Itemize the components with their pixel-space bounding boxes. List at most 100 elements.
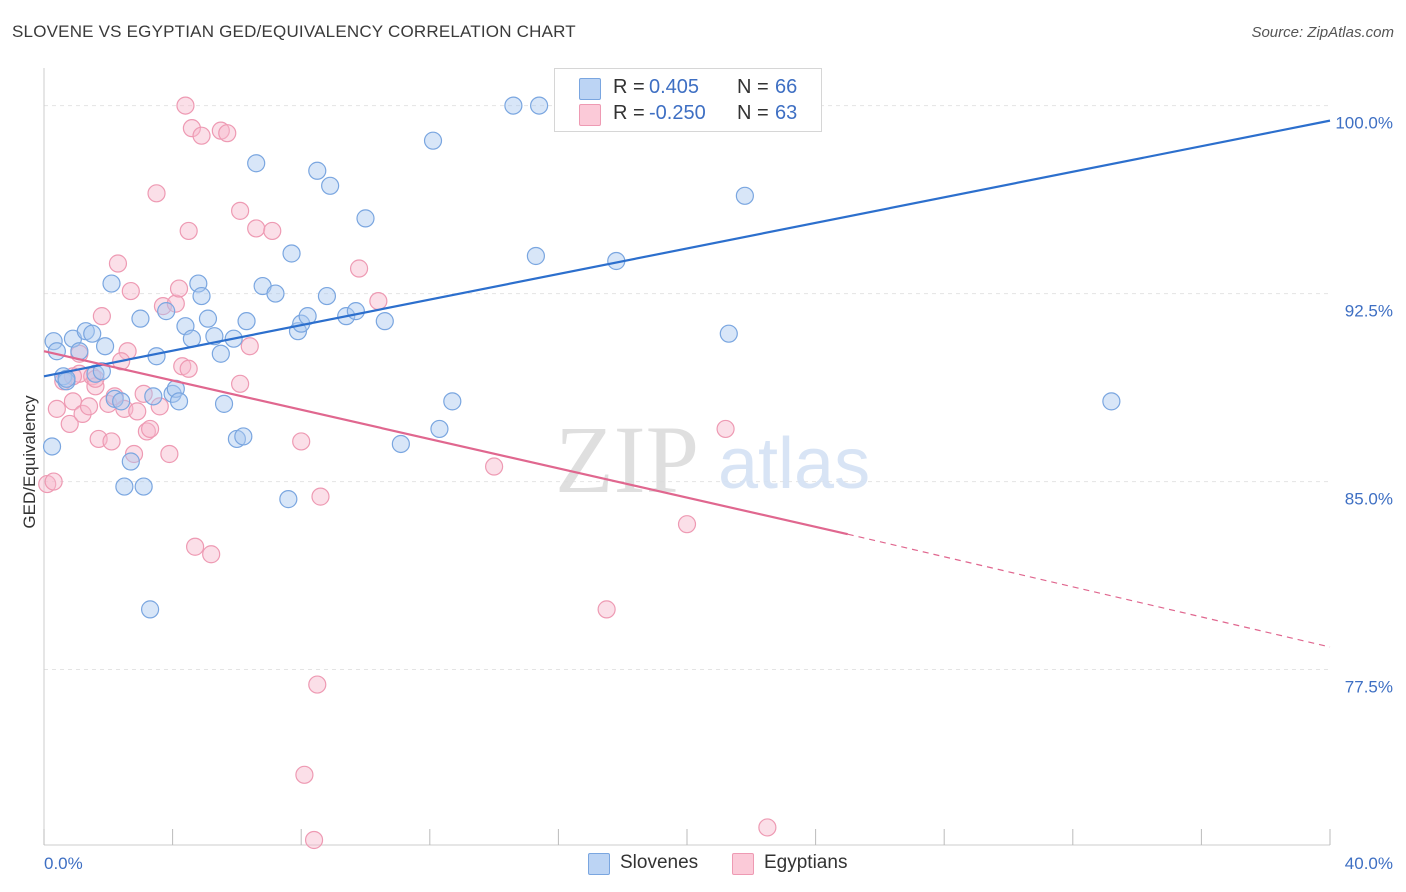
- egyptians-point: [44, 472, 63, 491]
- legend-r-label: R =: [613, 102, 645, 124]
- slovenes-point: [247, 154, 266, 173]
- egyptians-point: [716, 419, 735, 439]
- slovenes-point: [92, 362, 111, 381]
- slovenes-point: [115, 477, 134, 496]
- slovenes-point: [308, 161, 327, 180]
- egyptians-point: [169, 279, 189, 298]
- y-axis-label: GED/Equivalency: [20, 395, 39, 529]
- egyptians-point: [128, 402, 147, 421]
- legend-r-value: 0.405: [649, 76, 700, 98]
- egyptians-point: [92, 307, 111, 326]
- y-tick-label: 85.0%: [1345, 490, 1393, 509]
- egyptians-point: [758, 818, 777, 837]
- slovenes-point: [169, 392, 189, 411]
- egyptians-point: [47, 399, 66, 418]
- slovenes-point: [530, 96, 549, 115]
- slovenes-point: [211, 344, 230, 363]
- stats-legend: R = 0.405 N = 66 R = -0.250 N = 63: [554, 68, 822, 132]
- egyptians-point: [166, 294, 185, 313]
- slovenes-point: [317, 286, 337, 306]
- egyptians-point: [147, 184, 166, 203]
- egyptians-point: [73, 404, 92, 423]
- legend-label-egyptians: Egyptians: [764, 852, 848, 873]
- y-tick-label: 92.5%: [1345, 302, 1393, 321]
- slovenes-point: [102, 274, 121, 293]
- egyptians-point: [192, 126, 211, 145]
- slovenes-point: [266, 284, 285, 303]
- slovenes-point: [157, 302, 176, 321]
- egyptians-point: [218, 124, 237, 143]
- legend-n-label: N =: [737, 102, 769, 124]
- slovenes-point: [144, 387, 163, 406]
- egyptians-swatch: [732, 853, 754, 875]
- slovenes-point: [57, 369, 76, 388]
- egyptians-point: [179, 359, 198, 378]
- egyptians-point: [86, 377, 105, 396]
- slovenes-point: [198, 309, 218, 328]
- x-tick-label: 0.0%: [44, 854, 83, 873]
- slovenes-point: [192, 286, 211, 306]
- legend-n-value: 66: [775, 76, 798, 98]
- slovenes-point: [375, 312, 394, 331]
- watermark: ZIP atlas: [555, 406, 870, 513]
- slovenes-point: [237, 312, 256, 331]
- egyptians-point: [369, 292, 388, 311]
- egyptians-point: [240, 337, 259, 356]
- egyptians-point: [485, 457, 504, 476]
- legend-r-value: -0.250: [649, 102, 706, 124]
- egyptians-point: [176, 96, 195, 115]
- slovenes-point: [131, 309, 150, 328]
- slovenes-point: [443, 392, 462, 411]
- slovenes-point: [112, 392, 131, 411]
- source-credit: Source: ZipAtlas.com: [1251, 24, 1394, 41]
- egyptians-point: [295, 765, 314, 784]
- egyptians-point: [140, 419, 160, 439]
- legend-n-label: N =: [737, 76, 769, 98]
- slovenes-point: [121, 452, 140, 471]
- slovenes-trendline: [43, 119, 1331, 378]
- egyptians-point: [121, 281, 140, 301]
- slovenes-point: [42, 437, 62, 456]
- slovenes-point: [95, 337, 115, 356]
- egyptians-point: [349, 259, 369, 278]
- egyptians-point: [179, 221, 198, 241]
- legend-r-label: R =: [613, 76, 645, 98]
- slovenes-point: [1102, 392, 1121, 411]
- slovenes-point: [214, 394, 234, 413]
- slovenes-point: [423, 131, 443, 150]
- slovenes-swatch: [588, 853, 610, 875]
- slovenes-point: [321, 176, 340, 195]
- egyptians-point: [86, 369, 105, 388]
- egyptians-point: [311, 487, 330, 506]
- egyptians-point: [304, 830, 324, 850]
- egyptians-point: [182, 119, 201, 138]
- egyptians-point: [60, 414, 79, 434]
- slovenes-point: [205, 327, 224, 346]
- egyptians-point: [150, 397, 169, 416]
- egyptians-point: [231, 201, 250, 220]
- slovenes-point: [504, 96, 523, 115]
- egyptians-points: [38, 96, 777, 850]
- legend-label-slovenes: Slovenes: [620, 852, 699, 873]
- y-tick-label: 77.5%: [1345, 678, 1393, 697]
- slovenes-point: [356, 209, 375, 228]
- slovenes-point: [391, 434, 410, 454]
- egyptians-point: [247, 219, 266, 238]
- egyptians-point: [137, 422, 156, 441]
- slovenes-point: [430, 419, 449, 439]
- x-tick-label: 40.0%: [1345, 854, 1393, 873]
- slovenes-point: [83, 324, 102, 343]
- slovenes-point: [735, 186, 754, 205]
- egyptians-point: [292, 432, 311, 451]
- egyptians-point: [202, 545, 221, 564]
- egyptians-point: [160, 444, 179, 464]
- watermark-zip: ZIP: [555, 406, 699, 513]
- slovenes-point: [134, 477, 153, 496]
- egyptians-point: [597, 600, 616, 619]
- egyptians-trendline: [847, 533, 1331, 648]
- slovenes-point: [163, 384, 182, 403]
- egyptians-point: [308, 675, 327, 694]
- axes: [43, 68, 1331, 846]
- egyptians-point: [263, 221, 282, 241]
